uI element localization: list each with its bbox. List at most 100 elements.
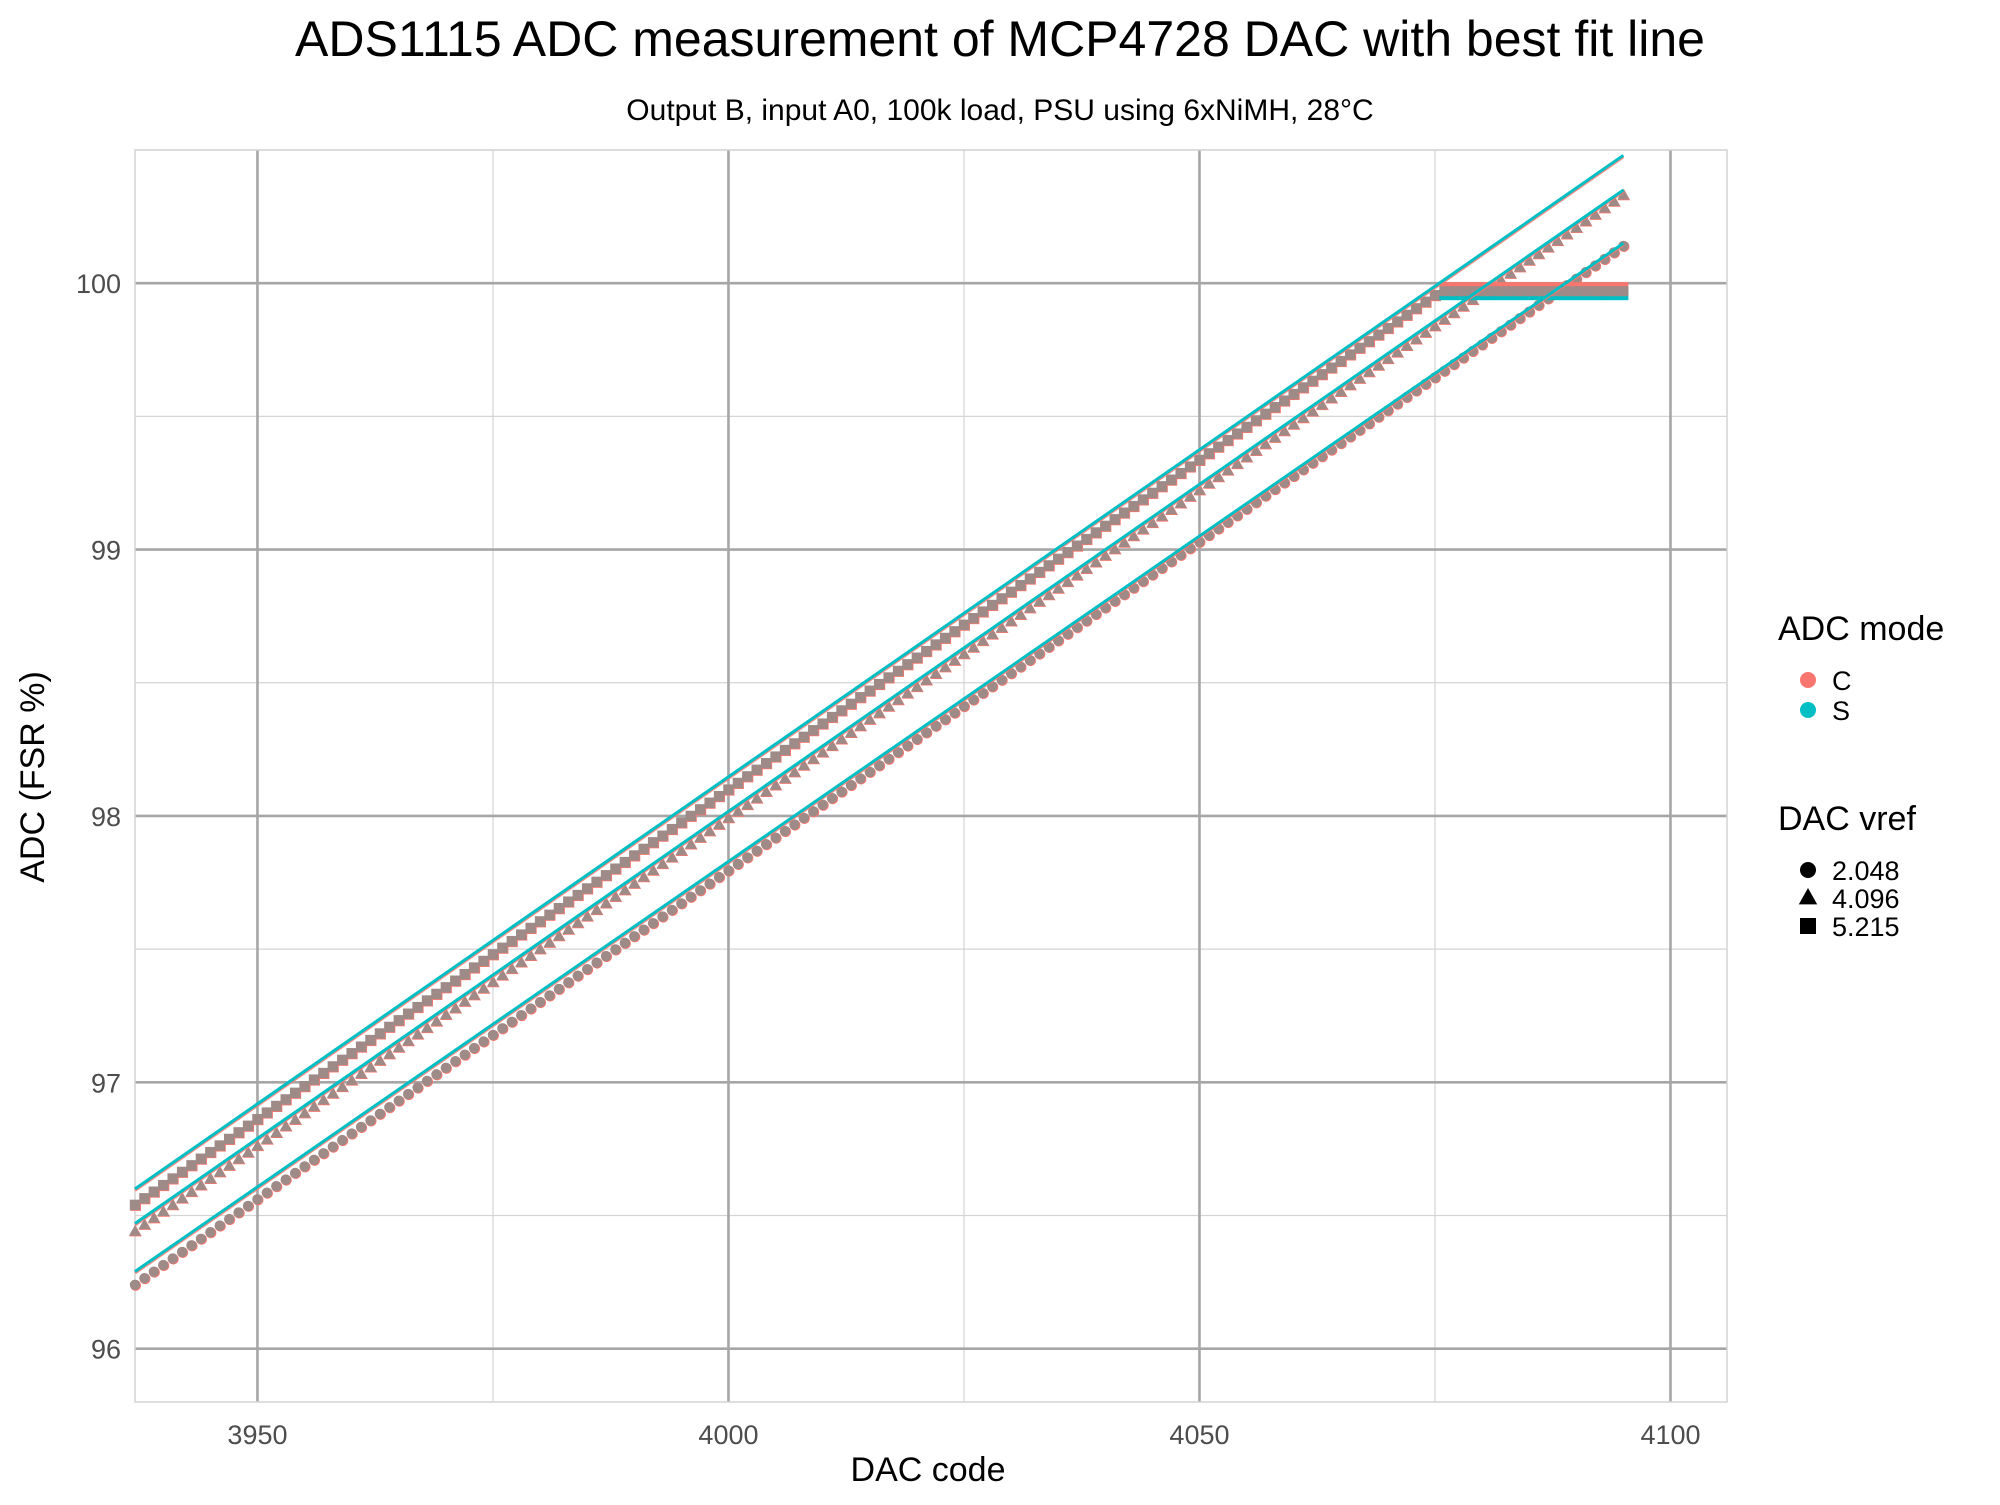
data-point xyxy=(977,606,989,617)
data-point xyxy=(129,1279,141,1290)
data-point xyxy=(205,1226,216,1238)
data-point xyxy=(1543,286,1554,297)
data-point xyxy=(1014,608,1027,620)
data-point xyxy=(431,988,442,1000)
data-point xyxy=(1240,451,1253,462)
data-point xyxy=(750,792,763,803)
data-point xyxy=(742,771,753,782)
data-point xyxy=(760,839,772,850)
data-point xyxy=(308,1074,320,1085)
data-point xyxy=(167,1173,178,1184)
data-point xyxy=(995,621,1008,633)
data-point xyxy=(543,936,556,948)
fit-lines xyxy=(134,154,1625,1275)
data-point xyxy=(892,746,904,758)
plot-border xyxy=(134,149,1728,1403)
data-point xyxy=(525,922,536,934)
data-point xyxy=(808,725,819,736)
data-point xyxy=(873,760,885,771)
data-point xyxy=(515,956,528,967)
data-point xyxy=(695,804,706,815)
data-point xyxy=(261,1107,273,1118)
data-point xyxy=(798,812,810,824)
data-point xyxy=(346,1048,357,1059)
data-point xyxy=(1335,355,1346,367)
data-point xyxy=(1194,454,1205,466)
data-point xyxy=(345,1074,358,1085)
data-point xyxy=(534,996,546,1008)
data-point xyxy=(1109,514,1120,525)
data-point xyxy=(1034,566,1045,578)
data-point xyxy=(139,1193,150,1204)
data-point xyxy=(176,1192,189,1203)
data-point xyxy=(1429,289,1441,301)
data-point xyxy=(920,674,933,685)
data-point xyxy=(864,685,875,696)
data-point xyxy=(1268,431,1281,443)
data-point xyxy=(289,1167,301,1179)
data-point xyxy=(986,628,999,639)
data-point xyxy=(1326,362,1337,373)
data-point xyxy=(205,1146,216,1158)
data-point xyxy=(195,1233,207,1244)
data-point xyxy=(609,890,622,902)
data-point xyxy=(987,599,998,611)
data-point xyxy=(1392,316,1403,327)
data-point xyxy=(1288,388,1299,400)
data-point xyxy=(741,798,754,810)
data-point xyxy=(412,1082,423,1093)
data-point xyxy=(1250,444,1262,456)
data-point xyxy=(1297,382,1309,393)
data-point xyxy=(233,1127,244,1138)
data-point xyxy=(1513,260,1526,272)
data-point xyxy=(214,1140,225,1151)
data-point xyxy=(1373,329,1384,340)
data-point xyxy=(629,850,640,861)
data-point xyxy=(779,772,791,784)
data-point xyxy=(751,845,762,857)
data-point xyxy=(863,713,876,725)
data-point xyxy=(318,1067,329,1079)
data-point xyxy=(176,1166,188,1178)
data-point xyxy=(553,903,565,914)
data-point xyxy=(1533,286,1544,297)
data-point xyxy=(364,1061,377,1072)
data-point xyxy=(430,1015,443,1026)
data-point xyxy=(506,935,518,947)
data-point xyxy=(1560,228,1573,239)
data-point xyxy=(581,910,594,921)
data-point xyxy=(713,790,725,802)
data-point xyxy=(1599,286,1610,297)
fit-line-mode-s xyxy=(134,154,1625,1191)
data-point xyxy=(1033,595,1046,607)
data-point xyxy=(1457,300,1470,311)
data-point xyxy=(308,1154,320,1166)
data-point xyxy=(572,889,583,901)
data-point xyxy=(148,1266,160,1277)
data-point xyxy=(826,711,838,723)
data-point xyxy=(1100,520,1111,532)
data-point xyxy=(544,990,555,1001)
data-point xyxy=(186,1240,197,1251)
data-point xyxy=(571,916,584,928)
data-point xyxy=(158,1179,169,1191)
data-point xyxy=(637,870,650,882)
data-point xyxy=(1381,352,1394,364)
legend-color-items: CS xyxy=(1800,666,1852,726)
data-point xyxy=(280,1094,291,1105)
data-point xyxy=(902,659,913,670)
chart-title: ADS1115 ADC measurement of MCP4728 DAC w… xyxy=(295,11,1705,67)
y-tick-label: 100 xyxy=(76,269,121,299)
data-point xyxy=(976,634,989,646)
data-point xyxy=(929,667,942,679)
data-point xyxy=(1005,586,1017,598)
data-point xyxy=(1184,490,1197,502)
data-point xyxy=(1306,405,1319,416)
data-point xyxy=(1259,438,1272,449)
data-point xyxy=(638,924,649,935)
data-point xyxy=(666,904,678,916)
data-point xyxy=(685,891,696,903)
data-point xyxy=(478,955,489,967)
data-point xyxy=(666,823,678,835)
